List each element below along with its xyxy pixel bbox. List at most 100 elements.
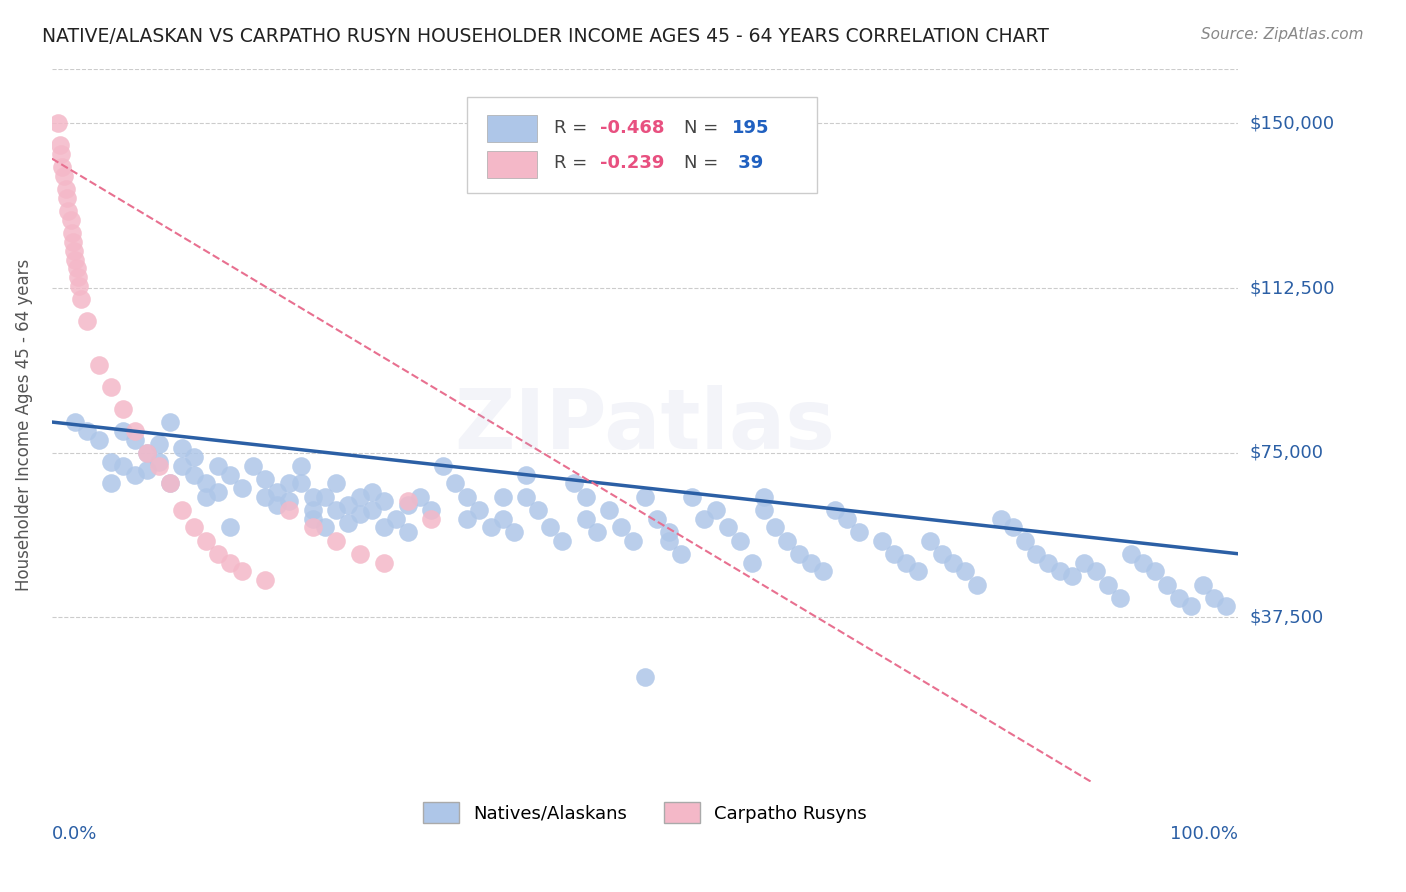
Point (76, 314, 98, 328)
Point (100, 476, 122, 491)
Point (396, 499, 419, 513)
Point (894, 556, 917, 570)
Point (231, 565, 253, 579)
Point (301, 490, 323, 504)
Point (172, 442, 194, 456)
Point (811, 565, 834, 579)
Point (66, 270, 89, 285)
Point (266, 499, 288, 513)
Point (124, 424, 146, 438)
Point (848, 524, 870, 539)
Point (610, 520, 633, 534)
Point (52, 169, 75, 183)
Point (183, 450, 205, 465)
Point (1156, 577, 1178, 591)
FancyBboxPatch shape (486, 151, 537, 178)
Text: N =: N = (685, 119, 724, 136)
Legend: Natives/Alaskans, Carpatho Rusyns: Natives/Alaskans, Carpatho Rusyns (416, 795, 875, 830)
Point (349, 508, 371, 522)
Point (658, 524, 681, 539)
Point (349, 490, 371, 504)
Point (51, 147, 73, 161)
Point (278, 503, 301, 517)
Point (135, 463, 157, 477)
Point (491, 490, 513, 504)
Point (62, 235, 84, 249)
Point (314, 520, 336, 534)
Point (1038, 556, 1060, 570)
Point (111, 401, 134, 416)
FancyBboxPatch shape (467, 97, 817, 194)
Point (538, 520, 561, 534)
Point (1167, 591, 1189, 605)
Point (456, 490, 478, 504)
Text: R =: R = (554, 154, 592, 172)
Point (1049, 565, 1071, 579)
Point (55, 182, 77, 196)
Point (195, 476, 218, 491)
Point (124, 467, 146, 482)
Point (634, 670, 657, 684)
Point (693, 511, 716, 525)
Point (172, 458, 194, 473)
Point (1097, 577, 1119, 591)
Point (242, 458, 264, 473)
Point (231, 481, 253, 495)
Point (148, 454, 170, 468)
Point (776, 533, 799, 548)
Point (89, 358, 111, 372)
Text: -0.468: -0.468 (600, 119, 665, 136)
Y-axis label: Householder Income Ages 45 - 64 years: Householder Income Ages 45 - 64 years (15, 260, 32, 591)
Point (1144, 565, 1167, 579)
Point (456, 511, 478, 525)
Point (681, 490, 703, 504)
Text: 0.0%: 0.0% (52, 825, 97, 843)
Point (479, 520, 502, 534)
Point (800, 556, 823, 570)
Point (148, 437, 170, 451)
Point (575, 490, 598, 504)
Point (46, 116, 69, 130)
Point (254, 472, 277, 486)
Text: $37,500: $37,500 (1250, 608, 1323, 626)
Point (361, 485, 384, 500)
Point (907, 565, 929, 579)
Point (586, 524, 609, 539)
Point (195, 490, 218, 504)
Point (1108, 591, 1130, 605)
Point (89, 433, 111, 447)
Point (1180, 599, 1202, 614)
Point (1215, 599, 1237, 614)
Point (301, 511, 323, 525)
Point (135, 446, 157, 460)
Point (218, 556, 240, 570)
Point (195, 533, 218, 548)
Point (503, 524, 526, 539)
Point (1025, 547, 1047, 561)
Point (704, 503, 727, 517)
Point (741, 556, 763, 570)
Point (111, 424, 134, 438)
Point (752, 490, 775, 504)
Point (218, 467, 240, 482)
Point (1121, 547, 1143, 561)
Point (49, 138, 72, 153)
Point (1084, 565, 1107, 579)
Point (337, 499, 360, 513)
Text: 195: 195 (731, 119, 769, 136)
Point (468, 503, 491, 517)
Point (1001, 520, 1024, 534)
Text: N =: N = (685, 154, 724, 172)
Point (1073, 556, 1095, 570)
Text: ZIPatlas: ZIPatlas (454, 384, 835, 466)
Point (70, 292, 93, 306)
Point (278, 494, 301, 508)
Point (159, 415, 181, 429)
Point (955, 565, 977, 579)
Point (634, 490, 657, 504)
Point (824, 503, 846, 517)
Point (159, 476, 181, 491)
Point (491, 511, 513, 525)
Point (66, 261, 89, 276)
Point (966, 577, 988, 591)
